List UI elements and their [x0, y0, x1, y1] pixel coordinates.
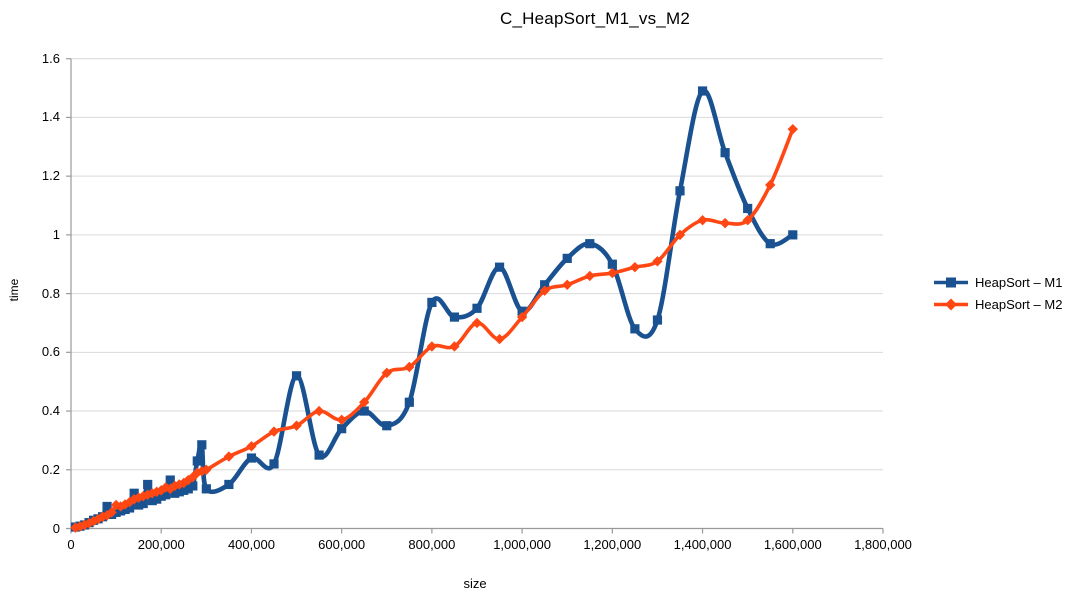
legend: HeapSort – M1 HeapSort – M2	[934, 275, 1062, 312]
x-tick-label: 1,800,000	[854, 537, 912, 552]
x-tick-label: 200,000	[137, 537, 185, 552]
x-tick-label: 600,000	[318, 537, 366, 552]
x-tick-label: 1,400,000	[673, 537, 732, 552]
y-tick-label: 1.4	[41, 109, 60, 125]
y-tick-label: 0.4	[41, 403, 60, 419]
legend-item-m2: HeapSort – M2	[934, 297, 1062, 312]
x-axis-title: size	[463, 576, 487, 591]
legend-label-m2: HeapSort – M2	[975, 297, 1063, 312]
y-tick-label: 0	[52, 520, 60, 536]
diamond-marker-icon	[934, 298, 968, 311]
legend-label-m1: HeapSort – M1	[975, 275, 1063, 290]
x-tick-label: 0	[67, 537, 75, 552]
y-tick-label: 1.6	[41, 50, 60, 66]
x-tick-label: 1,000,000	[493, 537, 552, 552]
square-marker-icon	[934, 276, 968, 289]
y-tick-label: 1.2	[41, 168, 60, 184]
y-tick-label: 0.8	[41, 285, 60, 301]
x-tick-label: 400,000	[227, 537, 275, 552]
x-tick-label: 1,200,000	[583, 537, 642, 552]
legend-item-m1: HeapSort – M1	[934, 275, 1062, 290]
y-tick-label: 1	[52, 226, 60, 242]
x-tick-label: 1,600,000	[763, 537, 822, 552]
y-tick-label: 0.6	[41, 344, 60, 360]
y-tick-label: 0.2	[41, 461, 60, 477]
x-tick-label: 800,000	[408, 537, 456, 552]
chart-title: C_HeapSort_M1_vs_M2	[500, 9, 690, 28]
